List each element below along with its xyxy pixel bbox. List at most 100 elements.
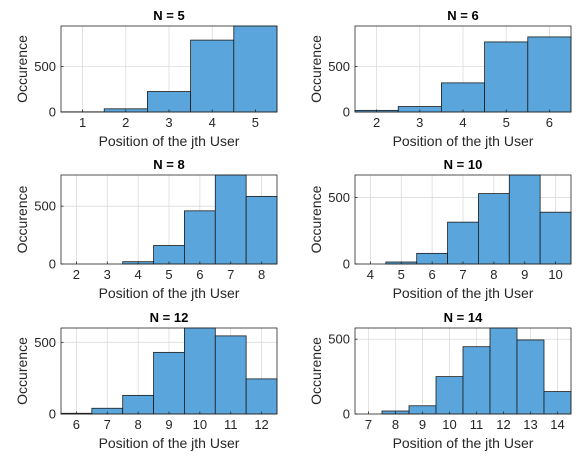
x-tick-label: 6: [196, 267, 203, 282]
x-axis-label: Position of the jth User: [99, 133, 240, 149]
bar: [490, 328, 517, 414]
x-tick-label: 3: [416, 115, 423, 130]
x-tick-label: 5: [165, 267, 172, 282]
x-tick-label: 8: [490, 267, 497, 282]
x-tick-label: 10: [193, 417, 207, 432]
bar: [154, 352, 185, 414]
subplot: 4 5 6 7 8 9 10 0 500 N = 10 Position of the jth Us…: [308, 157, 571, 301]
y-axis-label: Occurence: [308, 185, 324, 253]
bar: [215, 175, 246, 264]
bar: [246, 196, 277, 264]
bar: [517, 340, 544, 414]
x-tick-label: 3: [104, 267, 111, 282]
y-tick-label: 0: [343, 257, 350, 272]
subplot: 6 7 8 9 10 11 12 0 500 N = 12 Position of the jth …: [14, 310, 277, 451]
x-tick-label: 2: [373, 115, 380, 130]
x-tick-label: 4: [459, 115, 466, 130]
x-tick-label: 11: [224, 417, 238, 432]
x-tick-label: 6: [73, 417, 80, 432]
x-tick-label: 1: [79, 115, 86, 130]
x-tick-label: 12: [254, 417, 268, 432]
subplot-title: N = 14: [444, 310, 483, 325]
x-tick-label: 5: [252, 115, 259, 130]
x-tick-label: 7: [104, 417, 111, 432]
subplot-title: N = 6: [447, 8, 478, 23]
y-axis-label: Occurence: [14, 337, 30, 405]
bar: [234, 26, 277, 112]
subplot: 1 2 3 4 5 0 500 N = 5 Position of the jth User Oc…: [14, 8, 277, 149]
subplot-title: N = 10: [444, 157, 483, 172]
bar: [215, 336, 246, 414]
x-tick-label: 4: [367, 267, 374, 282]
x-tick-label: 7: [227, 267, 234, 282]
bar: [509, 175, 540, 264]
bar: [184, 328, 215, 414]
x-axis-label: Position of the jth User: [99, 435, 240, 451]
x-tick-label: 12: [496, 417, 510, 432]
y-tick-label: 500: [328, 190, 350, 205]
x-tick-label: 9: [521, 267, 528, 282]
y-axis-label: Occurence: [308, 337, 324, 405]
bar: [463, 347, 490, 414]
x-tick-label: 11: [470, 417, 484, 432]
x-tick-label: 8: [392, 417, 399, 432]
x-axis-label: Position of the jth User: [393, 133, 534, 149]
y-tick-label: 0: [343, 407, 350, 422]
y-tick-label: 500: [328, 59, 350, 74]
bar: [184, 211, 215, 264]
subplot-title: N = 12: [150, 310, 189, 325]
x-tick-label: 13: [523, 417, 537, 432]
y-tick-label: 500: [34, 199, 56, 214]
y-tick-label: 0: [49, 105, 56, 120]
y-axis-label: Occurence: [14, 35, 30, 103]
bar: [154, 246, 185, 264]
x-tick-label: 2: [122, 115, 129, 130]
x-tick-label: 14: [550, 417, 564, 432]
y-tick-label: 0: [49, 257, 56, 272]
x-tick-label: 9: [165, 417, 172, 432]
x-tick-label: 6: [429, 267, 436, 282]
x-tick-label: 6: [546, 115, 553, 130]
subplot: 7 8 9 10 11 12 13 14 0 500 N = 14 Position of the j…: [308, 310, 571, 451]
x-tick-label: 7: [459, 267, 466, 282]
y-tick-label: 500: [34, 59, 56, 74]
x-tick-label: 3: [165, 115, 172, 130]
x-tick-label: 8: [135, 417, 142, 432]
bar: [436, 377, 463, 414]
x-axis-label: Position of the jth User: [393, 435, 534, 451]
x-axis-label: Position of the jth User: [393, 285, 534, 301]
bar: [441, 83, 484, 112]
x-tick-label: 9: [419, 417, 426, 432]
bar: [147, 92, 190, 112]
x-tick-label: 5: [398, 267, 405, 282]
x-tick-label: 10: [442, 417, 456, 432]
x-tick-label: 4: [135, 267, 142, 282]
bar: [246, 379, 277, 414]
x-tick-label: 10: [548, 267, 562, 282]
y-tick-label: 0: [49, 407, 56, 422]
x-tick-label: 2: [73, 267, 80, 282]
subplot-title: N = 8: [153, 157, 184, 172]
y-axis-label: Occurence: [308, 35, 324, 103]
y-tick-label: 500: [328, 332, 350, 347]
bar: [478, 194, 509, 264]
y-axis-label: Occurence: [14, 185, 30, 253]
bar: [485, 42, 528, 112]
subplot-title: N = 5: [153, 8, 184, 23]
subplot: 2 3 4 5 6 7 8 0 500 N = 8 Position of the jth User…: [14, 157, 277, 301]
bar: [191, 40, 234, 112]
bar: [123, 395, 154, 414]
subplot: 2 3 4 5 6 0 500 N = 6 Position of the jth User Oc…: [308, 8, 571, 149]
x-tick-label: 5: [503, 115, 510, 130]
y-tick-label: 500: [34, 335, 56, 350]
x-tick-label: 8: [258, 267, 265, 282]
bar: [540, 212, 571, 264]
x-tick-label: 4: [209, 115, 216, 130]
y-tick-label: 0: [343, 105, 350, 120]
bar: [528, 37, 571, 112]
bar: [544, 392, 571, 414]
x-axis-label: Position of the jth User: [99, 285, 240, 301]
x-tick-label: 7: [365, 417, 372, 432]
